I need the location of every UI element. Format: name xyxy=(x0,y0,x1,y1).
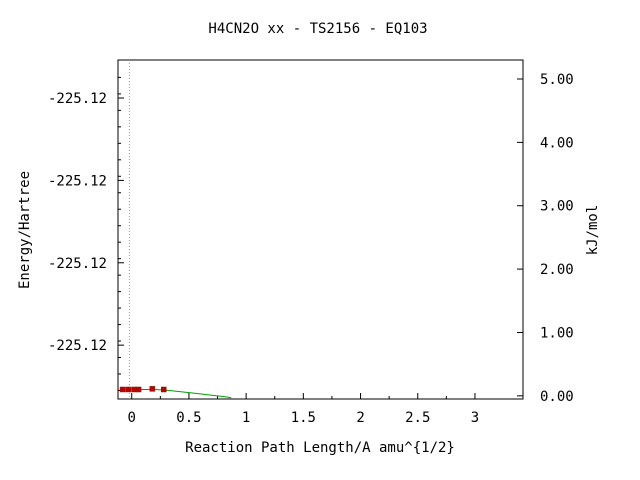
right-tick-label: 4.00 xyxy=(540,135,574,151)
data-point xyxy=(149,386,156,392)
x-tick-label: 0 xyxy=(128,410,136,426)
data-point xyxy=(135,386,142,393)
data-points-layer xyxy=(119,386,167,393)
x-tick-label: 2.5 xyxy=(405,410,430,426)
right-tick-label: 5.00 xyxy=(540,72,574,88)
right-axis-ticks: 0.00 1.00 2.00 3.00 4.00 5.00 xyxy=(517,72,574,405)
data-point xyxy=(119,386,126,393)
left-tick-label: -225.12 xyxy=(48,256,107,272)
x-tick-label: 3 xyxy=(471,410,479,426)
left-tick-label: -225.12 xyxy=(48,91,107,107)
chart-title: H4CN2O xx - TS2156 - EQ103 xyxy=(208,21,427,37)
x-tick-label: 1.5 xyxy=(291,410,316,426)
left-axis-label: Energy/Hartree xyxy=(17,171,33,289)
right-tick-label: 3.00 xyxy=(540,199,574,215)
left-tick-label: -225.12 xyxy=(48,338,107,354)
right-tick-label: 0.00 xyxy=(540,389,574,405)
x-axis-label: Reaction Path Length/A amu^{1/2} xyxy=(185,440,455,456)
x-axis-ticks: 0 0.5 1 1.5 2 2.5 3 xyxy=(128,393,479,426)
data-point xyxy=(125,386,132,393)
x-tick-label: 2 xyxy=(356,410,364,426)
x-tick-label: 0.5 xyxy=(176,410,201,426)
data-point xyxy=(131,386,137,393)
right-axis-label: kJ/mol xyxy=(585,205,601,256)
right-tick-label: 2.00 xyxy=(540,262,574,278)
left-axis-ticks: -225.12 -225.12 -225.12 -225.12 xyxy=(48,76,124,391)
data-point xyxy=(161,386,167,393)
plot-frame xyxy=(117,59,524,400)
left-tick-label: -225.12 xyxy=(48,173,107,189)
right-tick-label: 1.00 xyxy=(540,325,574,341)
x-tick-label: 1 xyxy=(242,410,250,426)
